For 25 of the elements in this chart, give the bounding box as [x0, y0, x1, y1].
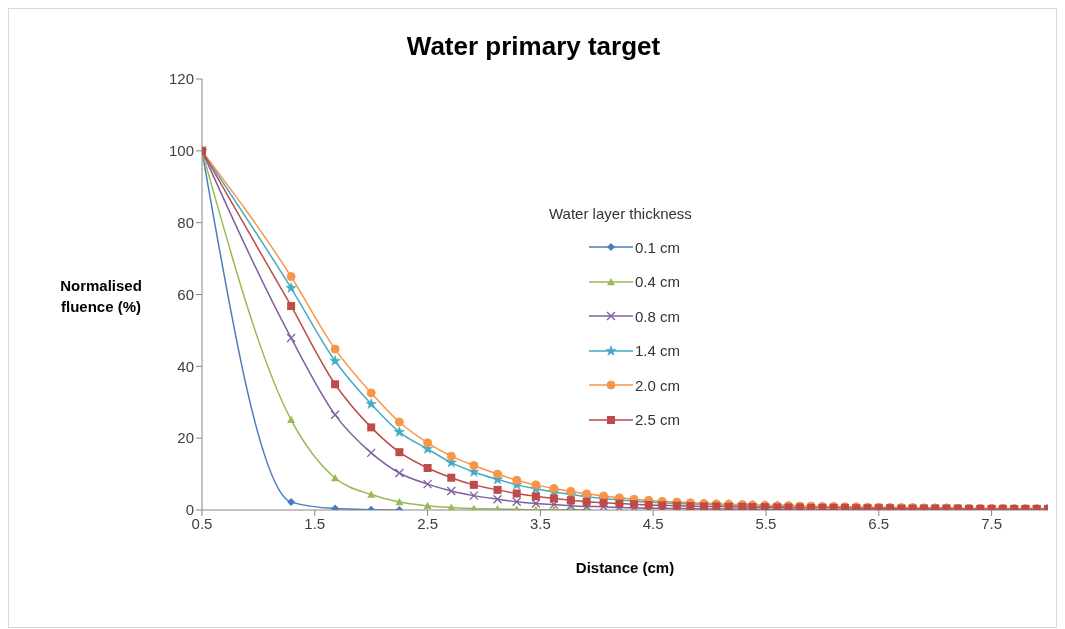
- legend-label: 2.0 cm: [635, 376, 681, 394]
- x-tick-label: 6.5: [868, 514, 890, 532]
- y-axis-title: Normalised fluence (%): [59, 276, 143, 317]
- x-tick-label: 2.5: [417, 514, 439, 532]
- chart-title: Water primary target: [405, 31, 662, 62]
- y-tick-label: 100: [168, 142, 194, 160]
- legend-label: 1.4 cm: [635, 342, 681, 360]
- legend-label: 2.5 cm: [635, 411, 681, 429]
- y-tick-label: 0: [185, 501, 194, 519]
- legend-label: 0.4 cm: [635, 273, 681, 291]
- legend-label: 0.1 cm: [635, 238, 681, 256]
- x-axis-title: Distance (cm): [574, 559, 676, 576]
- x-tick-label: 7.5: [981, 514, 1003, 532]
- x-tick-label: 5.5: [755, 514, 777, 532]
- y-tick-label: 60: [177, 285, 194, 303]
- legend-label: 0.8 cm: [635, 307, 681, 325]
- y-tick-label: 40: [177, 357, 194, 375]
- x-tick-label: 3.5: [529, 514, 551, 532]
- legend-title: Water layer thickness: [549, 205, 693, 222]
- y-tick-label: 20: [177, 429, 194, 447]
- x-tick-label: 0.5: [191, 514, 213, 532]
- y-tick-label: 120: [168, 70, 194, 88]
- x-tick-label: 4.5: [642, 514, 664, 532]
- y-tick-label: 80: [177, 213, 194, 231]
- x-tick-label: 1.5: [304, 514, 326, 532]
